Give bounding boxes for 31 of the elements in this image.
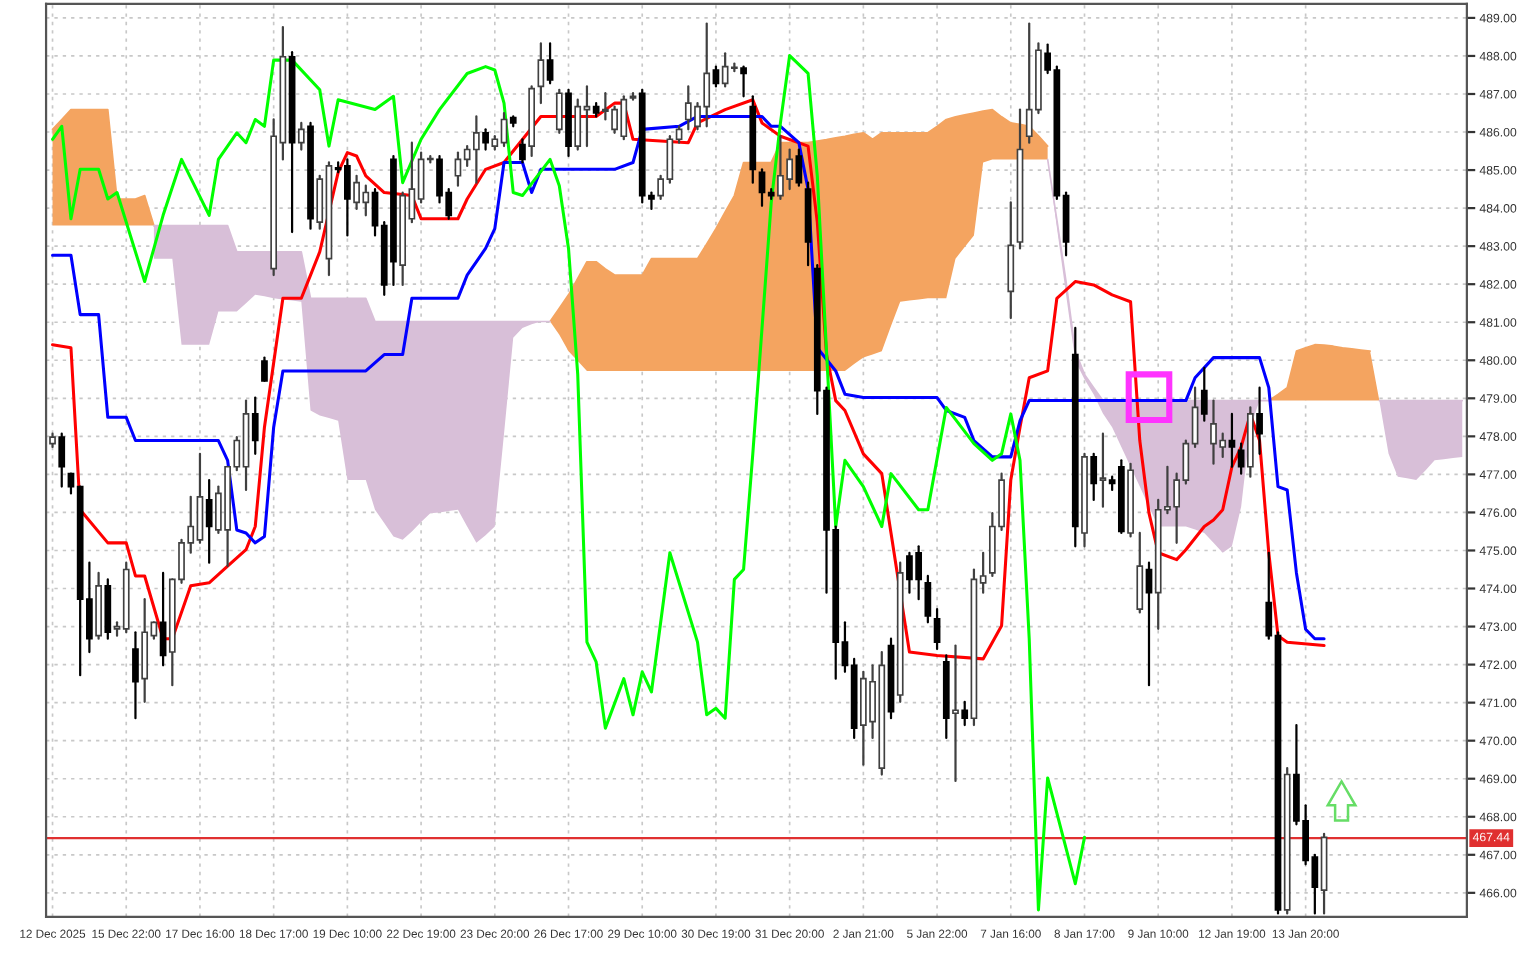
candlestick (961, 700, 969, 727)
candlestick (297, 121, 305, 151)
candlestick (740, 65, 747, 98)
candlestick (519, 138, 526, 164)
candlestick (1200, 366, 1208, 422)
candlestick (141, 598, 149, 703)
candlestick (1145, 561, 1153, 687)
candlestick (1090, 452, 1098, 501)
candlestick (1136, 531, 1144, 614)
candlestick (1237, 442, 1245, 475)
candlestick (205, 478, 213, 564)
candlestick (924, 574, 932, 624)
candlestick (1099, 432, 1107, 508)
candlestick (132, 631, 139, 720)
candlestick (712, 65, 720, 88)
candlestick (1228, 412, 1236, 468)
candlestick (104, 578, 112, 640)
candlestick (546, 42, 554, 85)
candlestick (58, 432, 66, 488)
candlestick (1256, 386, 1263, 455)
line-series (51, 54, 1087, 912)
candlestick (933, 607, 941, 651)
candlestick (482, 128, 489, 151)
candlestick (261, 356, 268, 382)
candlestick (574, 98, 582, 151)
candlestick (952, 644, 959, 783)
candlestick (795, 148, 803, 187)
candlestick (1007, 201, 1015, 320)
candlestick (555, 88, 563, 134)
candlestick (537, 42, 545, 105)
candlestick (251, 396, 259, 455)
